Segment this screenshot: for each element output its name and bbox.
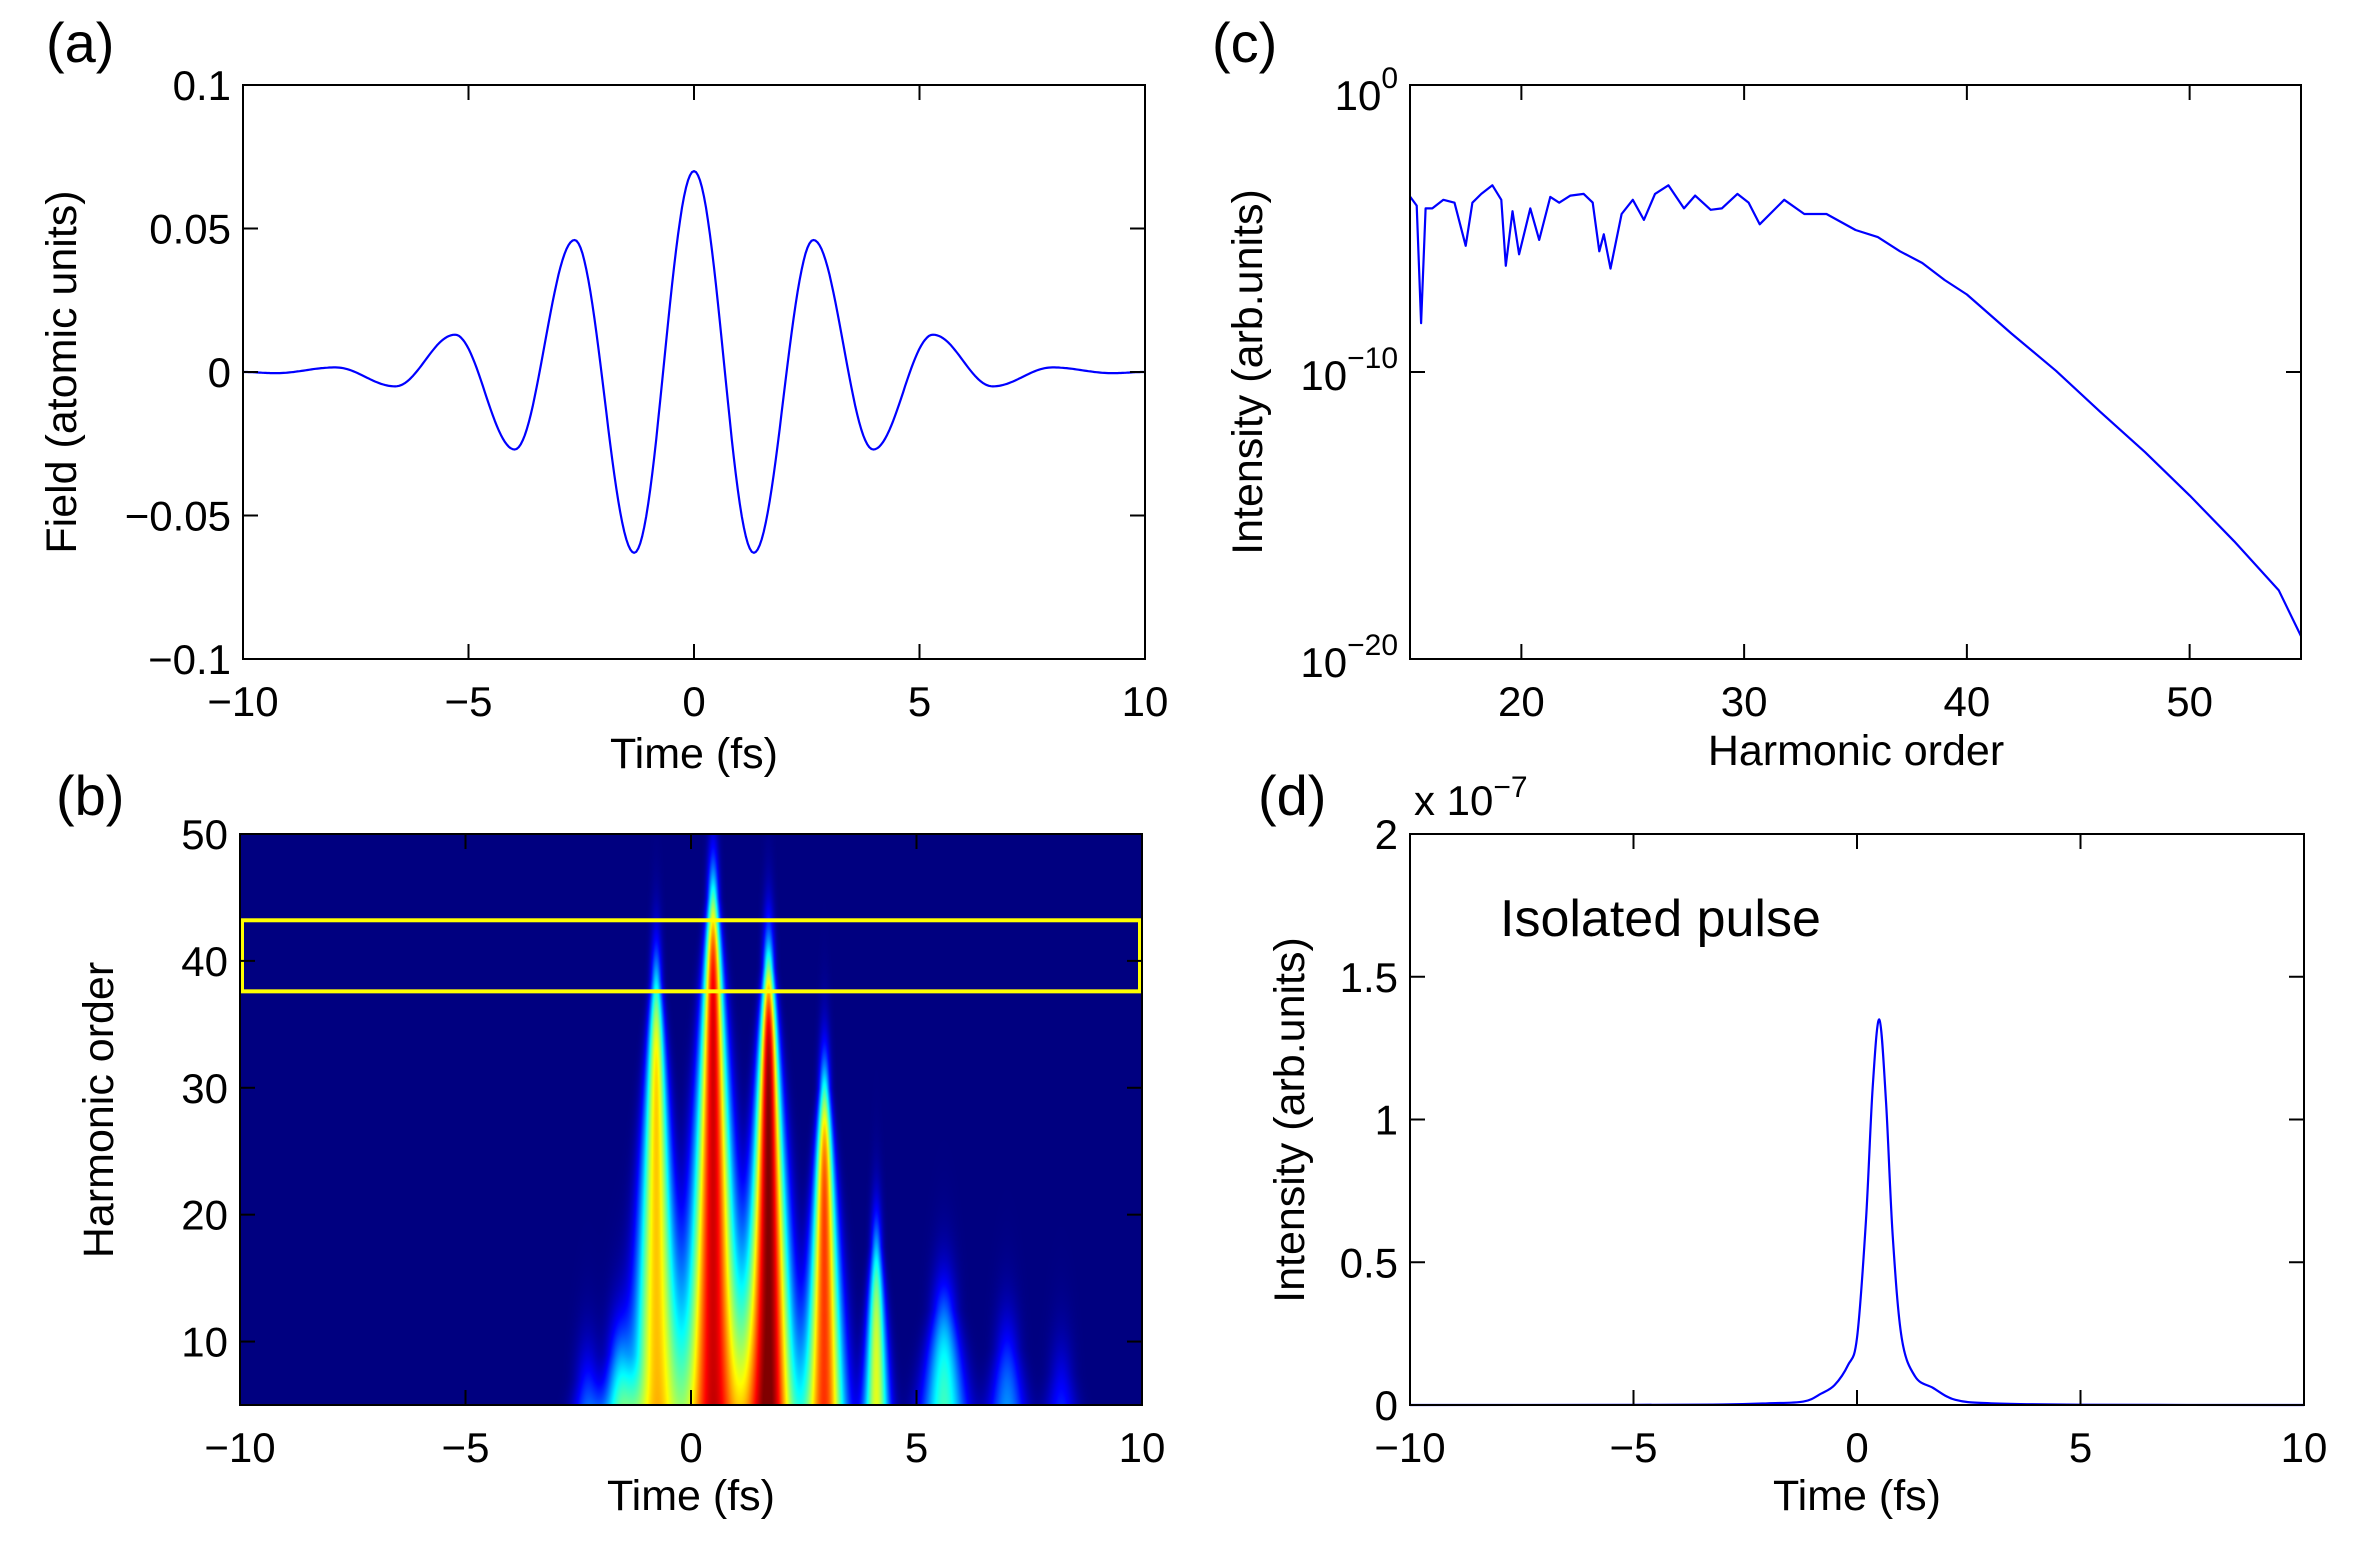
isolated-pulse-annotation: Isolated pulse bbox=[1500, 890, 1821, 948]
panel-c-ytick-label: 100 bbox=[1335, 62, 1398, 119]
panel-c-ytick-label: 10−20 bbox=[1300, 629, 1398, 686]
panel-b-ytick-label: 10 bbox=[181, 1319, 228, 1366]
panel-b-ylabel: Harmonic order bbox=[75, 962, 123, 1258]
panel-b-ytick-label: 50 bbox=[181, 811, 228, 858]
panel-d-y-multiplier: x 10−7 bbox=[1414, 771, 1528, 824]
panel-b-xlabel: Time (fs) bbox=[607, 1472, 775, 1520]
panel-b-xtick-label: −5 bbox=[442, 1424, 490, 1471]
panel-a-xtick-label: 5 bbox=[908, 678, 931, 725]
panel-d-ytick-label: 1 bbox=[1375, 1097, 1398, 1144]
panel-c-ytick-label: 10−10 bbox=[1300, 342, 1398, 399]
panel-d-xlabel: Time (fs) bbox=[1773, 1472, 1941, 1520]
panel-b-xtick-label: 0 bbox=[679, 1424, 702, 1471]
panel-b-xtick-label: 5 bbox=[905, 1424, 928, 1471]
panel-a-ylabel: Field (atomic units) bbox=[38, 190, 86, 553]
panel-d-ytick-label: 1.5 bbox=[1340, 954, 1398, 1001]
panel-c-xtick-label: 20 bbox=[1498, 678, 1545, 725]
panel-c-xtick-label: 30 bbox=[1721, 678, 1768, 725]
panel-d-xtick-label: 10 bbox=[2281, 1424, 2328, 1471]
panel-a-ytick-label: −0.1 bbox=[148, 636, 231, 683]
panel-d-xtick-label: 0 bbox=[1845, 1424, 1868, 1471]
panel-d-ytick-label: 0 bbox=[1375, 1382, 1398, 1429]
panel-d-xtick-label: −5 bbox=[1610, 1424, 1658, 1471]
panel-a-xtick-label: 0 bbox=[682, 678, 705, 725]
panel-c-xtick-label: 50 bbox=[2166, 678, 2213, 725]
panel-label-c: (c) bbox=[1212, 11, 1277, 74]
panel-c-series-line bbox=[1409, 184, 2302, 637]
panel-a-xtick-label: −10 bbox=[207, 678, 278, 725]
panel-label-b: (b) bbox=[56, 764, 124, 827]
panel-a-ytick-label: 0.1 bbox=[173, 62, 231, 109]
panel-b-ytick-label: 40 bbox=[181, 938, 228, 985]
highlight-box bbox=[240, 918, 1142, 994]
panel-d-series-line bbox=[1409, 1018, 2305, 1407]
panel-b-xtick-label: −10 bbox=[204, 1424, 275, 1471]
panel-c-axes-frame bbox=[1409, 84, 2302, 660]
panel-b-ytick-label: 20 bbox=[181, 1192, 228, 1239]
harmonic-time-heatmap bbox=[240, 834, 1142, 1405]
panel-a-xlabel: Time (fs) bbox=[610, 730, 778, 778]
panel-a-xtick-label: 10 bbox=[1122, 678, 1169, 725]
panel-a-ytick-label: 0 bbox=[208, 349, 231, 396]
panel-c-xtick-label: 40 bbox=[1944, 678, 1991, 725]
panel-b-xtick-label: 10 bbox=[1119, 1424, 1166, 1471]
panel-label-d: (d) bbox=[1258, 764, 1326, 827]
panel-label-a: (a) bbox=[46, 11, 114, 74]
panel-b-ytick-label: 30 bbox=[181, 1065, 228, 1112]
panel-a-ytick-label: 0.05 bbox=[149, 206, 231, 253]
panel-a-series-line bbox=[243, 170, 1145, 554]
panel-d-ylabel: Intensity (arb.units) bbox=[1266, 937, 1314, 1303]
panel-c-xlabel: Harmonic order bbox=[1708, 727, 2004, 775]
panel-d-ytick-label: 0.5 bbox=[1340, 1239, 1398, 1286]
panel-c-ylabel: Intensity (arb.units) bbox=[1224, 189, 1272, 555]
panel-a-ytick-label: −0.05 bbox=[125, 493, 231, 540]
panel-d-ytick-label: 2 bbox=[1375, 811, 1398, 858]
panel-d-xtick-label: −10 bbox=[1374, 1424, 1445, 1471]
panel-a-xtick-label: −5 bbox=[445, 678, 493, 725]
panel-d-xtick-label: 5 bbox=[2069, 1424, 2092, 1471]
